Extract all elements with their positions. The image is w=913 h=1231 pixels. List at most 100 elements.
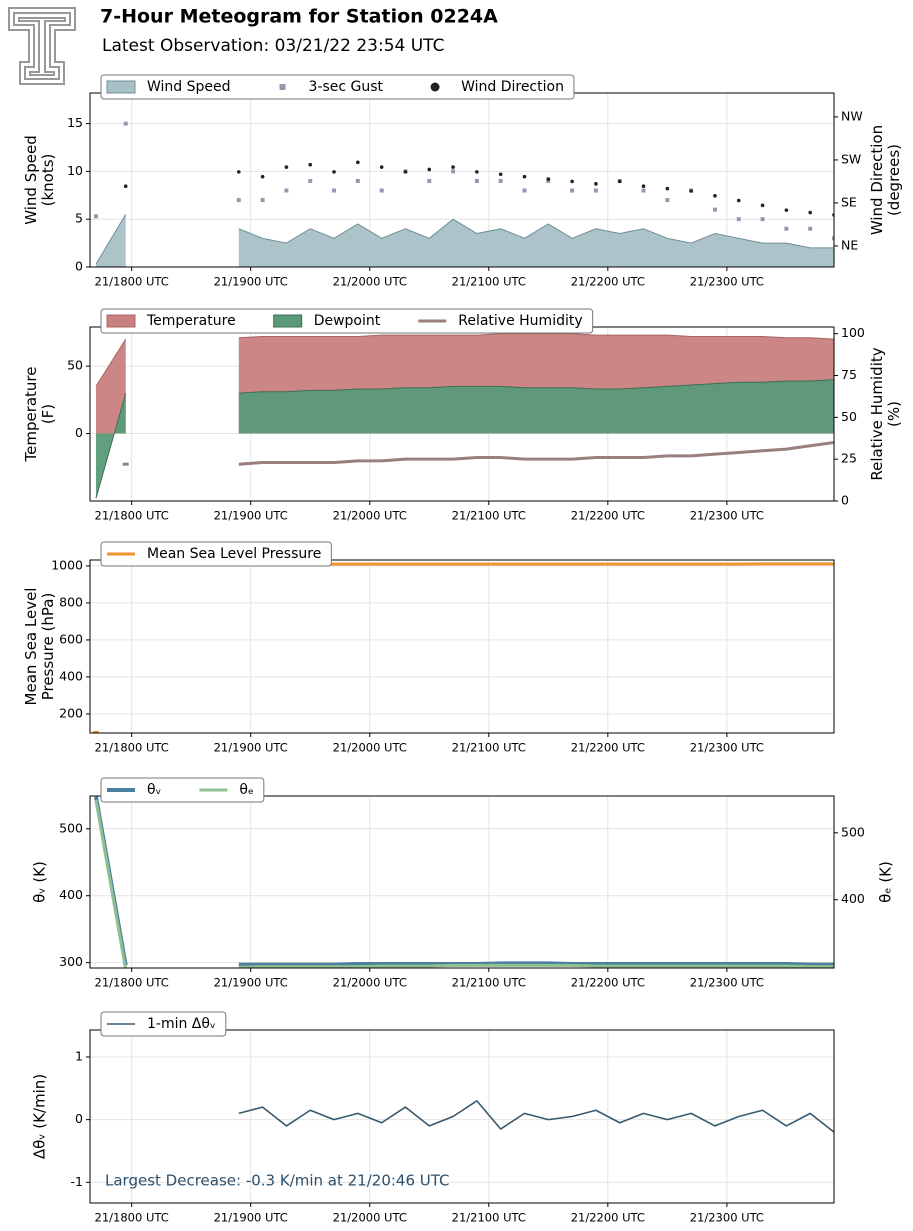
legend-label: Dewpoint [314,313,381,329]
x-tick-label: 21/2000 UTC [333,275,407,289]
direction-marker [808,210,812,215]
legend-box [100,541,332,567]
x-tick-label: 21/1800 UTC [95,1211,169,1225]
direction-marker [546,177,551,181]
plot-area [90,560,834,733]
y-tick-label: 0 [75,1111,83,1126]
series-layer [238,1100,834,1133]
y2-tick-label: 0 [841,493,849,508]
y2-tick-label: 75 [841,367,857,382]
x-tick-label: 21/1800 UTC [95,509,169,523]
x-tick-label: 21/2300 UTC [690,509,764,523]
x-tick-label: 21/2200 UTC [571,976,645,990]
direction-marker [522,174,527,179]
area-edge [238,379,834,394]
legend-label: Mean Sea Level Pressure [147,546,321,562]
x-tick-label: 21/1900 UTC [214,509,288,523]
legend-box [100,308,594,334]
direction-marker [570,179,574,184]
gust-marker [308,178,313,183]
y-tick-label: 1 [75,1048,83,1063]
y-axis-label: Δθᵥ (K/min) [31,1074,49,1159]
y2-tick-label: 500 [841,824,865,839]
direction-marker [784,208,789,212]
direction-marker [403,170,408,174]
direction-marker [379,165,384,169]
legend-label: 1-min Δθᵥ [147,1016,216,1032]
line [238,961,834,967]
series-layer [93,796,834,968]
y-tick-label: 5 [75,211,83,226]
x-tick-label: 21/2100 UTC [452,509,526,523]
y-axis-label: Wind Speed [22,135,40,225]
series-layer [95,333,834,499]
y-axis-label: Temperature [22,366,40,462]
y-tick-label: 400 [59,668,83,683]
x-tick-label: 21/2100 UTC [452,275,526,289]
x-tick-label: 21/2000 UTC [333,976,407,990]
legend-swatch [430,82,440,92]
area-edge [238,218,834,249]
gust-marker [427,178,432,183]
gust-marker [522,188,527,193]
x-tick-label: 21/2200 UTC [571,275,645,289]
x-tick-label: 21/1900 UTC [214,741,288,755]
direction-marker [284,165,289,169]
direction-marker [736,198,741,203]
direction-marker [123,184,128,189]
y-tick-label: 400 [59,887,83,902]
legend: θᵥ θₑ [100,777,265,803]
gust-marker [736,217,741,222]
y2-tick-label: 100 [841,325,865,340]
gust-marker [546,178,551,183]
legend-box [100,74,575,100]
gust-marker [332,188,337,193]
x-tick-label: 21/2300 UTC [690,1211,764,1225]
direction-marker [237,170,241,174]
y2-axis-label: Relative Humidity [868,347,886,480]
plot-frame [89,559,835,734]
x-tick-label: 21/2300 UTC [690,976,764,990]
gust-marker [355,178,360,183]
legend: 1-min Δθᵥ [100,1011,227,1037]
y2-axis-label: θₑ (K) [877,861,895,903]
legend-swatch [106,314,136,328]
y2-axis-label: (degrees) [885,144,903,216]
legend-box [100,1011,227,1037]
direction-marker [451,165,455,169]
series-layer [92,562,834,733]
legend-swatch [106,80,136,94]
area [95,339,126,434]
y-axis-label: (knots) [39,154,57,207]
y2-tick-label: SW [841,151,861,166]
legend: Wind Speed 3-sec Gust Wind Direction [100,74,575,100]
y-axis-label: θᵥ (K) [31,861,49,903]
x-tick-label: 21/1900 UTC [214,1211,288,1225]
y2-tick-label: NE [841,237,858,252]
y2-tick-label: NW [841,108,863,123]
y-tick-label: 1000 [51,557,83,572]
x-tick-label: 21/2100 UTC [452,1211,526,1225]
y2-tick-label: 25 [841,451,857,466]
legend-label: 3-sec Gust [309,79,384,95]
legend: Mean Sea Level Pressure [100,541,332,567]
y-tick-label: 0 [75,259,83,274]
direction-marker [427,167,432,172]
y-axis-label: (F) [39,404,57,424]
x-tick-label: 21/2100 UTC [452,976,526,990]
logo [8,7,76,85]
gust-marker [760,217,765,222]
line [238,440,834,466]
legend-label: θᵥ [147,782,161,798]
series-layer [93,121,834,267]
y-tick-label: 0 [75,425,83,440]
y-tick-label: 600 [59,631,83,646]
line [94,799,127,968]
area-edge [95,338,127,387]
gust-marker [593,188,598,193]
x-tick-label: 21/2000 UTC [333,509,407,523]
direction-marker [641,184,646,189]
gust-marker [474,178,479,183]
y2-tick-label: 50 [841,409,857,424]
